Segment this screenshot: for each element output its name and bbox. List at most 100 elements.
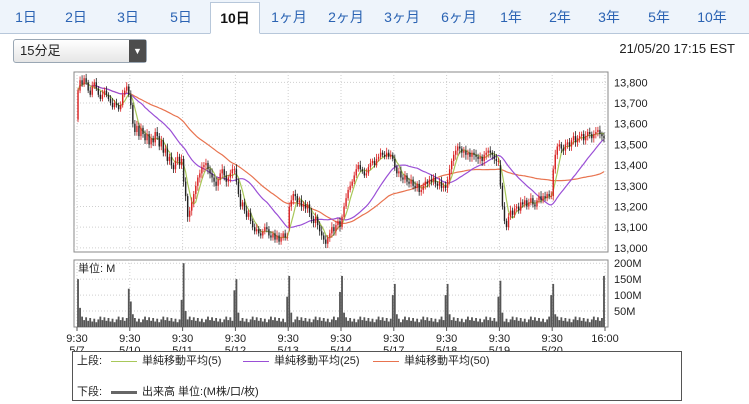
- tab-12[interactable]: 3年: [598, 9, 620, 25]
- volume-bar: [552, 283, 555, 327]
- candle-body: [251, 220, 254, 228]
- tab-11[interactable]: 2年: [549, 9, 571, 25]
- candle-body: [455, 150, 457, 155]
- ma5-swatch: [111, 360, 137, 362]
- tab-5[interactable]: 10日: [210, 2, 260, 34]
- legend-ma5: 単純移動平均(5): [111, 354, 221, 368]
- candle-body: [121, 94, 124, 106]
- candle-body: [367, 167, 370, 174]
- candle-body: [428, 179, 431, 184]
- volume-bar: [107, 318, 110, 327]
- volume-bar: [95, 322, 98, 327]
- volume-bar: [156, 318, 159, 327]
- time-x-axis: 9:305/79:305/109:305/119:305/129:305/139…: [66, 327, 619, 352]
- volume-bar: [444, 295, 447, 327]
- volume-bar: [144, 316, 146, 327]
- price-y-axis: 13,800 13,700 13,600 13,500 13,400 13,300 13,2…: [614, 77, 648, 255]
- volume-bar: [121, 317, 124, 327]
- volume-bar: [267, 319, 270, 327]
- volume-bar: [270, 316, 272, 327]
- interval-select[interactable]: 15分足 ▼: [13, 39, 147, 63]
- candle-body: [272, 233, 274, 238]
- volume-bar: [564, 318, 567, 327]
- volume-bar: [572, 319, 575, 327]
- candle-body: [546, 194, 548, 199]
- candle-body: [101, 94, 104, 99]
- tab-9[interactable]: 6ヶ月: [441, 9, 477, 25]
- candle-body: [83, 78, 85, 85]
- chevron-down-icon[interactable]: ▼: [129, 40, 146, 62]
- candle-body: [249, 212, 252, 221]
- ma5-label: 単純移動平均(5): [142, 355, 222, 367]
- x-date-label: 5/18: [436, 345, 457, 352]
- volume-bar: [225, 316, 228, 327]
- tab-6[interactable]: 1ヶ月: [271, 9, 307, 25]
- candle-body: [491, 152, 494, 155]
- tab-2[interactable]: 2日: [65, 9, 87, 25]
- candle-body: [448, 169, 451, 180]
- period-tabs: 1日 2日 3日 5日 10日 1ヶ月 2ヶ月 3ヶ月 6ヶ月 1年 2年 3年 5年 10年: [0, 0, 749, 34]
- candle-body: [274, 233, 276, 240]
- candle-body: [373, 160, 376, 166]
- volume-bar: [213, 320, 215, 327]
- volume-bar: [483, 319, 486, 327]
- candle-body: [203, 165, 205, 168]
- tab-8[interactable]: 3ヶ月: [384, 9, 420, 25]
- volume-bar: [298, 320, 301, 327]
- volume-bar: [387, 321, 390, 327]
- volume-bar: [99, 316, 102, 327]
- candle-body: [229, 173, 232, 178]
- volume-bar: [227, 320, 230, 327]
- volume-bar: [460, 318, 463, 327]
- candle-body: [465, 150, 467, 155]
- volume-bar: [456, 318, 459, 327]
- candle-body: [558, 144, 561, 147]
- volume-bar: [464, 319, 467, 327]
- tab-1[interactable]: 1日: [15, 9, 37, 25]
- volume-bar: [274, 317, 276, 327]
- tab-10[interactable]: 1年: [500, 9, 522, 25]
- volume-bar: [133, 318, 136, 327]
- candle-body: [459, 146, 461, 149]
- candle-body: [394, 158, 396, 168]
- volume-bar: [353, 318, 356, 327]
- timestamp: 21/05/20 17:15 EST: [619, 41, 735, 56]
- volume-bar: [477, 321, 479, 327]
- candle-body: [595, 132, 597, 135]
- x-time-label: 9:30: [383, 333, 404, 345]
- ma50-swatch: [373, 360, 399, 362]
- x-date-label: 5/10: [119, 345, 140, 352]
- volume-bar: [215, 318, 218, 327]
- volume-bar: [391, 295, 394, 327]
- chart-legend: 上段: 単純移動平均(5) 単純移動平均(25) 単純移動平均(50) 下段: …: [72, 351, 682, 401]
- candle-body: [318, 225, 321, 232]
- candle-body: [544, 196, 546, 199]
- candle-body: [142, 127, 144, 135]
- candle-body: [487, 150, 489, 153]
- candle-body: [390, 154, 392, 157]
- volume-bar: [328, 322, 331, 327]
- volume-bar: [77, 279, 79, 327]
- candle-body: [180, 158, 183, 166]
- volume-y-axis: 200M 150M 100M 50M 単位: M: [78, 258, 642, 318]
- tab-13[interactable]: 5年: [648, 9, 670, 25]
- tab-3[interactable]: 3日: [117, 9, 139, 25]
- volume-bar: [601, 318, 603, 327]
- volume-bar: [170, 318, 173, 327]
- volume-bar: [454, 320, 457, 327]
- candle-body: [136, 125, 138, 132]
- volume-bar: [138, 318, 140, 327]
- legend-lower-label: 下段:: [77, 386, 103, 398]
- volume-bar: [207, 316, 209, 327]
- volume-bar: [558, 320, 561, 327]
- tab-7[interactable]: 2ヶ月: [328, 9, 364, 25]
- tab-4[interactable]: 5日: [170, 9, 192, 25]
- candle-body: [363, 171, 366, 176]
- tab-14[interactable]: 10年: [697, 9, 727, 25]
- volume-bar: [278, 318, 280, 327]
- x-date-label: 5/17: [383, 345, 404, 352]
- volume-bar: [509, 319, 512, 327]
- candle-body: [152, 138, 154, 143]
- volume-bar: [332, 316, 335, 327]
- candle-body: [361, 169, 364, 172]
